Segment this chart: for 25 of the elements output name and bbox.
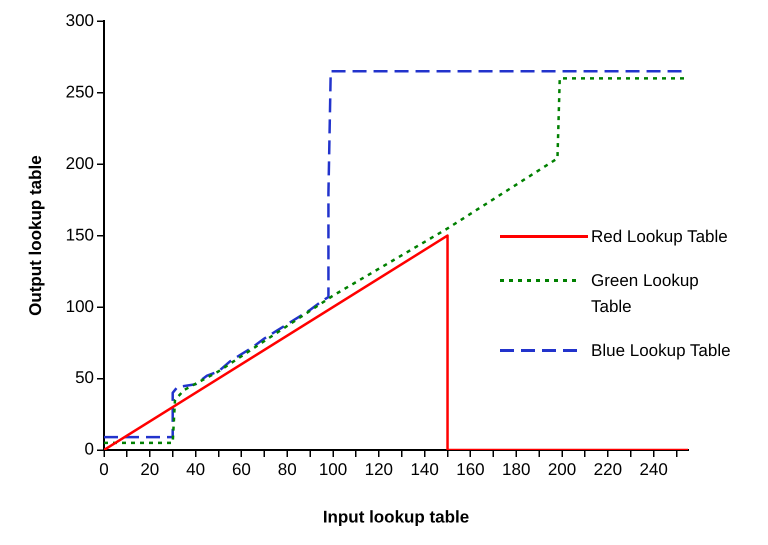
x-axis-title: Input lookup table bbox=[322, 507, 470, 526]
y-axis-title: Output lookup table bbox=[26, 155, 45, 316]
y-tick-label: 0 bbox=[84, 440, 94, 459]
x-tick-label: 0 bbox=[99, 460, 109, 479]
x-tick-label: 120 bbox=[364, 460, 394, 479]
y-tick-label: 100 bbox=[66, 296, 94, 316]
legend-label: Green Lookup Table bbox=[591, 270, 700, 318]
x-tick-label: 240 bbox=[639, 460, 668, 479]
y-tick-label: 200 bbox=[66, 154, 94, 173]
x-tick-label: 60 bbox=[232, 460, 251, 479]
x-tick-label: 40 bbox=[186, 460, 206, 479]
y-tick-label: 150 bbox=[66, 225, 94, 244]
x-tick-label: 100 bbox=[318, 460, 348, 479]
legend-label: Blue Lookup Table bbox=[591, 340, 732, 362]
x-tick-label: 80 bbox=[278, 460, 297, 479]
x-tick-label: 180 bbox=[502, 460, 530, 479]
y-tick-label: 300 bbox=[66, 10, 94, 30]
x-tick-label: 160 bbox=[456, 460, 485, 479]
y-tick-label: 250 bbox=[66, 82, 94, 102]
x-tick-label: 20 bbox=[140, 460, 160, 479]
x-tick-label: 220 bbox=[594, 460, 622, 479]
y-tick-label: 50 bbox=[75, 368, 94, 388]
x-tick-label: 200 bbox=[548, 460, 576, 479]
legend-label: Red Lookup Table bbox=[591, 226, 729, 248]
x-tick-label: 140 bbox=[410, 460, 439, 479]
